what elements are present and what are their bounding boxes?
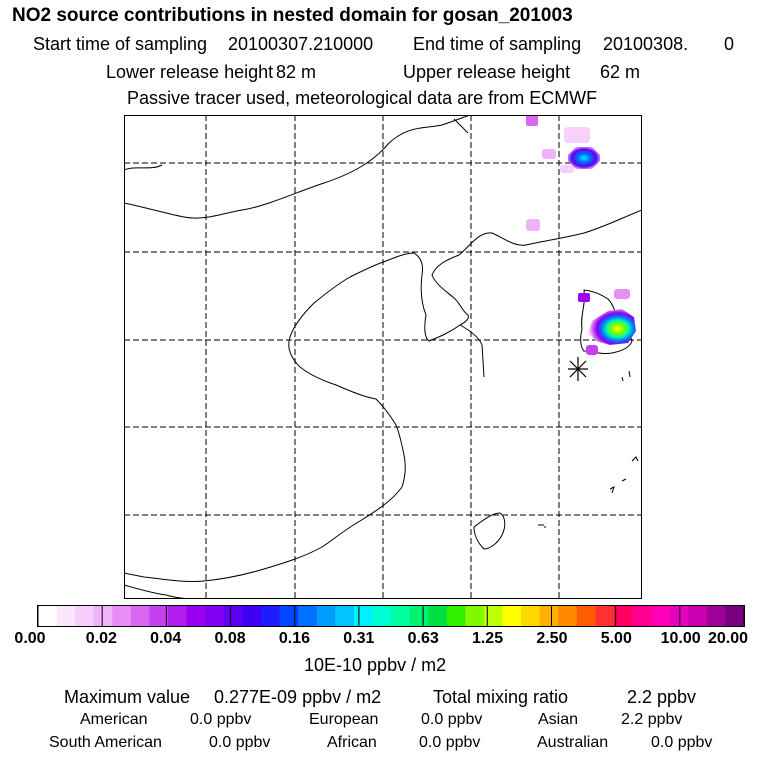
colorbar-units: 10E-10 ppbv / m2 — [304, 655, 447, 675]
colorbar-cell — [446, 606, 466, 626]
colorbar-tick-label: 0.16 — [278, 630, 311, 647]
max-value-label: Maximum value — [64, 687, 191, 707]
region-african-label: African — [327, 734, 377, 751]
colorbar-tick-label: 0.02 — [85, 630, 117, 647]
colorbar-tick-label: 0.04 — [150, 630, 182, 647]
colorbar-tick-label: 0.00 — [14, 630, 46, 647]
max-value: 0.277E-09 ppbv / m2 — [214, 687, 382, 707]
colorbar-cell — [38, 606, 58, 626]
region-australian-label: Australian — [537, 734, 609, 751]
total-mixing-value: 2.2 ppbv — [627, 687, 697, 707]
colorbar-cell — [409, 606, 429, 626]
tracer-note: Passive tracer used, meteorological data… — [127, 88, 598, 108]
region-asian-label: Asian — [538, 711, 579, 728]
map-frame — [124, 115, 642, 599]
colorbar-cell — [595, 606, 615, 626]
concentration-plumes — [526, 115, 636, 355]
colorbar-cell — [483, 606, 503, 626]
map-title: NO2 source contributions in nested domai… — [12, 5, 573, 26]
colorbar-cell — [279, 606, 299, 626]
upper-height-label: Upper release height — [403, 62, 571, 82]
colorbar-cell — [465, 606, 485, 626]
region-south-american-label: South American — [49, 734, 162, 751]
colorbar-cell — [632, 606, 652, 626]
colorbar-frame — [37, 605, 745, 627]
colorbar-cell — [576, 606, 596, 626]
colorbar-cell — [651, 606, 671, 626]
region-european-label: European — [309, 711, 379, 728]
colorbar-cell — [298, 606, 318, 626]
region-south-american-value: 0.0 ppbv — [209, 734, 271, 751]
start-time-value: 20100307.210000 — [228, 34, 374, 54]
colorbar-tick-label: 5.00 — [600, 630, 632, 647]
colorbar-cell — [353, 606, 373, 626]
colorbar-tick-label: 2.50 — [536, 630, 568, 647]
colorbar-cell — [539, 606, 559, 626]
colorbar-cell — [130, 606, 150, 626]
colorbar-cell — [688, 606, 708, 626]
colorbar-cell — [93, 606, 113, 626]
end-time-label: End time of sampling — [413, 34, 582, 54]
colorbar-cell — [725, 606, 745, 626]
colorbar-cell — [223, 606, 243, 626]
lower-height-value: 82 m — [276, 62, 317, 82]
colorbar-tick-label: 20.00 — [707, 630, 749, 647]
colorbar — [37, 605, 745, 627]
asterisk-icon — [568, 357, 588, 381]
colorbar-cell — [706, 606, 726, 626]
upper-height-value: 62 m — [600, 62, 641, 82]
region-american-label: American — [80, 711, 148, 728]
colorbar-tick-label: 0.08 — [214, 630, 246, 647]
colorbar-cell — [75, 606, 95, 626]
coastline — [124, 115, 642, 599]
lower-height-label: Lower release height — [106, 62, 274, 82]
colorbar-cell — [186, 606, 206, 626]
colorbar-cell — [669, 606, 689, 626]
colorbar-cell — [428, 606, 448, 626]
map-panel — [124, 115, 642, 599]
colorbar-cell — [372, 606, 392, 626]
colorbar-cell — [335, 606, 355, 626]
colorbar-cell — [112, 606, 132, 626]
colorbar-tick-label: 1.25 — [471, 630, 504, 647]
end-time-hour: 0 — [724, 34, 735, 54]
total-mixing-label: Total mixing ratio — [433, 687, 569, 707]
colorbar-cell — [242, 606, 262, 626]
colorbar-cell — [521, 606, 541, 626]
region-european-value: 0.0 ppbv — [421, 711, 483, 728]
map-grid — [124, 115, 642, 599]
colorbar-cell — [558, 606, 578, 626]
colorbar-tick-label: 10.00 — [660, 630, 701, 647]
colorbar-cell — [56, 606, 76, 626]
colorbar-cell — [168, 606, 188, 626]
region-american-value: 0.0 ppbv — [190, 711, 252, 728]
start-time-label: Start time of sampling — [33, 34, 208, 54]
colorbar-cell — [316, 606, 336, 626]
colorbar-cell — [205, 606, 225, 626]
end-time-value: 20100308. — [603, 34, 689, 54]
region-african-value: 0.0 ppbv — [419, 734, 481, 751]
region-asian-value: 2.2 ppbv — [621, 711, 683, 728]
colorbar-cell — [149, 606, 169, 626]
colorbar-cell — [613, 606, 634, 626]
colorbar-cell — [502, 606, 522, 626]
region-australian-value: 0.0 ppbv — [651, 734, 713, 751]
colorbar-cell — [260, 606, 281, 626]
colorbar-tick-label: 0.63 — [407, 630, 439, 647]
colorbar-cell — [391, 606, 411, 626]
colorbar-tick-label: 0.31 — [343, 630, 375, 647]
